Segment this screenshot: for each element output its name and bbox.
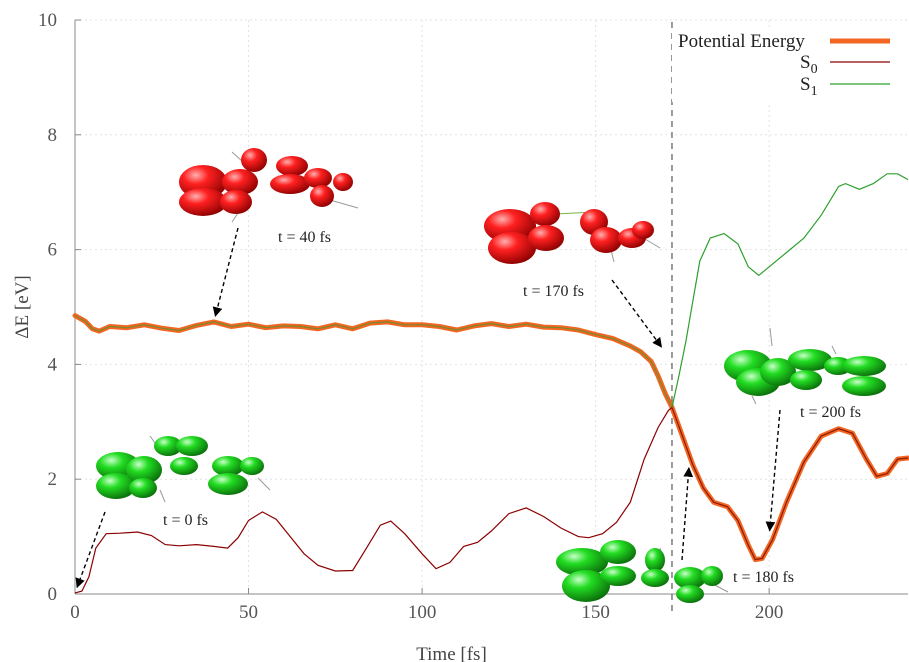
annotation-label-4: t = 200 fs bbox=[800, 404, 861, 421]
y-tick-label-4: 4 bbox=[48, 354, 58, 375]
y-tick-label-8: 8 bbox=[48, 125, 58, 146]
annotation-arrow-3 bbox=[681, 466, 694, 561]
y-tick-label-0: 0 bbox=[48, 584, 58, 605]
orbital-image-t200 bbox=[724, 327, 886, 405]
annotation-label-0: t = 0 fs bbox=[163, 512, 208, 529]
annotation-label-3: t = 180 fs bbox=[733, 569, 794, 586]
x-tick-label-200: 200 bbox=[755, 602, 784, 623]
x-tick-label-150: 150 bbox=[581, 602, 610, 623]
annotation-label-1: t = 40 fs bbox=[278, 229, 331, 246]
legend-label-potential-energy: Potential Energy bbox=[678, 31, 805, 52]
annotation-arrow-1 bbox=[212, 227, 239, 318]
orbital-image-t180 bbox=[556, 540, 729, 603]
orbital-image-t0 bbox=[96, 435, 271, 503]
annotation-arrow-2 bbox=[611, 279, 663, 348]
series-line-s1 bbox=[671, 173, 909, 408]
orbital-image-t40 bbox=[179, 148, 359, 223]
x-tick-label-50: 50 bbox=[239, 602, 258, 623]
series-line-s1-early bbox=[74, 315, 673, 408]
x-axis-title: Time [fs] bbox=[416, 644, 487, 662]
series bbox=[72, 173, 909, 594]
annotation-arrow-4 bbox=[765, 409, 781, 532]
y-tick-label-10: 10 bbox=[38, 10, 57, 31]
y-axis-title: ΔE [eV] bbox=[12, 275, 33, 338]
y-tick-label-2: 2 bbox=[48, 469, 58, 490]
annotation-label-2: t = 170 fs bbox=[523, 283, 584, 300]
series-line-s0 bbox=[74, 406, 673, 594]
x-tick-label-100: 100 bbox=[408, 602, 437, 623]
annotations: t = 0 fs t = 40 fs t = 170 fs t = 180 fs t =… bbox=[75, 227, 861, 589]
legend-label-s1: S1 bbox=[800, 74, 818, 99]
x-tick-label-0: 0 bbox=[70, 602, 80, 623]
legend-label-s0: S0 bbox=[800, 52, 818, 77]
orbital-image-t170 bbox=[484, 202, 661, 264]
annotation-arrow-0 bbox=[75, 511, 106, 589]
series-line-s0-late bbox=[671, 407, 909, 561]
y-tick-label-6: 6 bbox=[48, 240, 58, 261]
legend: Potential Energy S0 S1 bbox=[672, 30, 908, 102]
